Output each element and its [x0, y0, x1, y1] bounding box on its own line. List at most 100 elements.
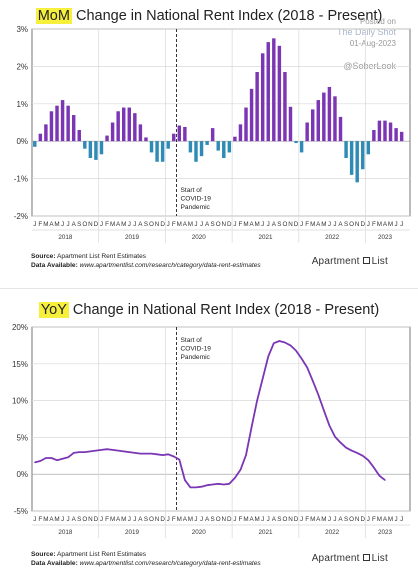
- yoy-month-label: M: [243, 516, 248, 523]
- mom-bar: [49, 111, 54, 142]
- yoy-month-label: O: [349, 516, 354, 523]
- mom-bar: [344, 141, 348, 159]
- yoy-covid-annotation: Pandemic: [181, 354, 211, 361]
- mom-bar: [388, 122, 393, 142]
- yoy-data-point: [178, 458, 180, 461]
- yoy-data-point: [351, 450, 353, 452]
- mom-month-label: J: [100, 221, 103, 228]
- mom-bar: [283, 72, 287, 142]
- yoy-data-point: [134, 452, 136, 454]
- mom-bar: [44, 124, 48, 142]
- yoy-month-label: S: [77, 516, 81, 523]
- yoy-data-point: [267, 355, 269, 358]
- mom-year-label: 2022: [325, 234, 340, 241]
- yoy-month-label: S: [211, 516, 215, 523]
- mom-bar: [138, 124, 143, 142]
- yoy-title-highlight: YoY: [38, 302, 69, 318]
- twitter-handle: @SoberLook: [343, 61, 396, 71]
- yoy-ytick-label: 0%: [16, 470, 28, 479]
- mom-month-label: J: [261, 221, 264, 228]
- yoy-month-label: F: [239, 516, 243, 523]
- yoy-data-point: [167, 453, 169, 455]
- mom-bar: [55, 105, 59, 142]
- mom-bar: [166, 141, 170, 149]
- yoy-data-point: [84, 451, 86, 453]
- mom-bar: [205, 141, 209, 145]
- mom-month-label: S: [144, 221, 148, 228]
- logo-square-icon-2: [362, 554, 370, 561]
- yoy-ytick-label: 20%: [12, 323, 28, 332]
- yoy-month-label: M: [310, 516, 315, 523]
- yoy-data-point: [139, 452, 141, 455]
- mom-bar: [127, 107, 132, 142]
- mom-bar: [99, 141, 104, 155]
- mom-month-label: M: [43, 221, 48, 228]
- mom-bar: [266, 42, 270, 142]
- mom-month-label: F: [172, 221, 176, 228]
- mom-bar: [94, 141, 98, 160]
- yoy-month-label: J: [100, 516, 103, 523]
- yoy-month-label: M: [121, 516, 126, 523]
- mom-bar: [327, 86, 332, 142]
- yoy-month-label: J: [67, 516, 70, 523]
- yoy-month-label: N: [355, 516, 360, 523]
- yoy-data-point: [223, 483, 225, 486]
- mom-month-label: D: [160, 221, 165, 228]
- mom-month-label: A: [116, 221, 121, 228]
- mom-month-label: J: [400, 221, 403, 228]
- yoy-month-label: O: [149, 516, 154, 523]
- yoy-month-label: J: [128, 516, 131, 523]
- mom-month-label: F: [38, 221, 42, 228]
- mom-bar: [316, 100, 321, 142]
- yoy-month-label: M: [321, 516, 326, 523]
- mom-bar: [383, 120, 387, 142]
- yoy-line-chart: -5%0%5%10%15%20%J F M A M J J A S O N D J F M A M J J A S O N D…: [12, 323, 411, 538]
- yoy-data-point: [189, 486, 192, 489]
- yoy-data-point: [34, 461, 36, 464]
- yoy-data-point: [217, 483, 219, 485]
- yoy-month-label: M: [188, 516, 193, 523]
- mom-year-label: 2020: [192, 234, 207, 241]
- apartment-list-logo: Apartment List: [312, 256, 388, 267]
- yoy-year-label: 2022: [325, 529, 340, 536]
- yoy-month-label: A: [72, 516, 77, 523]
- mom-bar: [399, 131, 404, 142]
- mom-month-label: J: [133, 221, 136, 228]
- yoy-month-label: D: [160, 516, 165, 523]
- mom-bar: [66, 105, 70, 142]
- yoy-ytick-label: 15%: [12, 360, 28, 369]
- yoy-data-point: [284, 341, 286, 344]
- mom-month-label: F: [372, 221, 376, 228]
- yoy-data-point: [128, 451, 130, 453]
- mom-month-label: M: [255, 221, 260, 228]
- mom-month-label: N: [221, 221, 226, 228]
- mom-month-label: O: [82, 221, 87, 228]
- apartment-list-logo-2: Apartment List: [312, 553, 388, 564]
- yoy-month-label: O: [282, 516, 287, 523]
- mom-bar: [160, 141, 165, 162]
- mom-data-url: www.apartmentlist.com/research/category/…: [77, 261, 261, 269]
- yoy-month-label: J: [200, 516, 203, 523]
- mom-bar: [227, 141, 232, 153]
- mom-bar: [149, 141, 154, 153]
- mom-bar: [299, 141, 304, 153]
- yoy-month-label: N: [155, 516, 160, 523]
- yoy-data-point: [362, 455, 364, 457]
- mom-ytick-label: -1%: [14, 175, 28, 184]
- mom-ytick-label: 3%: [16, 25, 28, 34]
- yoy-month-label: D: [227, 516, 232, 523]
- mom-bar: [116, 111, 120, 142]
- yoy-month-label: J: [267, 516, 270, 523]
- yoy-data-point: [245, 454, 247, 456]
- mom-month-label: S: [77, 221, 81, 228]
- mom-month-label: D: [294, 221, 299, 228]
- mom-year-label: 2023: [378, 234, 393, 241]
- yoy-month-label: J: [328, 516, 331, 523]
- mom-title-rest: Change in National Rent Index (2018 - Pr…: [71, 8, 383, 24]
- mom-month-label: A: [183, 221, 188, 228]
- mom-plot-frame: [31, 28, 411, 217]
- mom-month-label: A: [272, 221, 277, 228]
- mom-month-label: S: [344, 221, 348, 228]
- mom-bar: [33, 141, 37, 147]
- logo-text-right: List: [371, 256, 388, 267]
